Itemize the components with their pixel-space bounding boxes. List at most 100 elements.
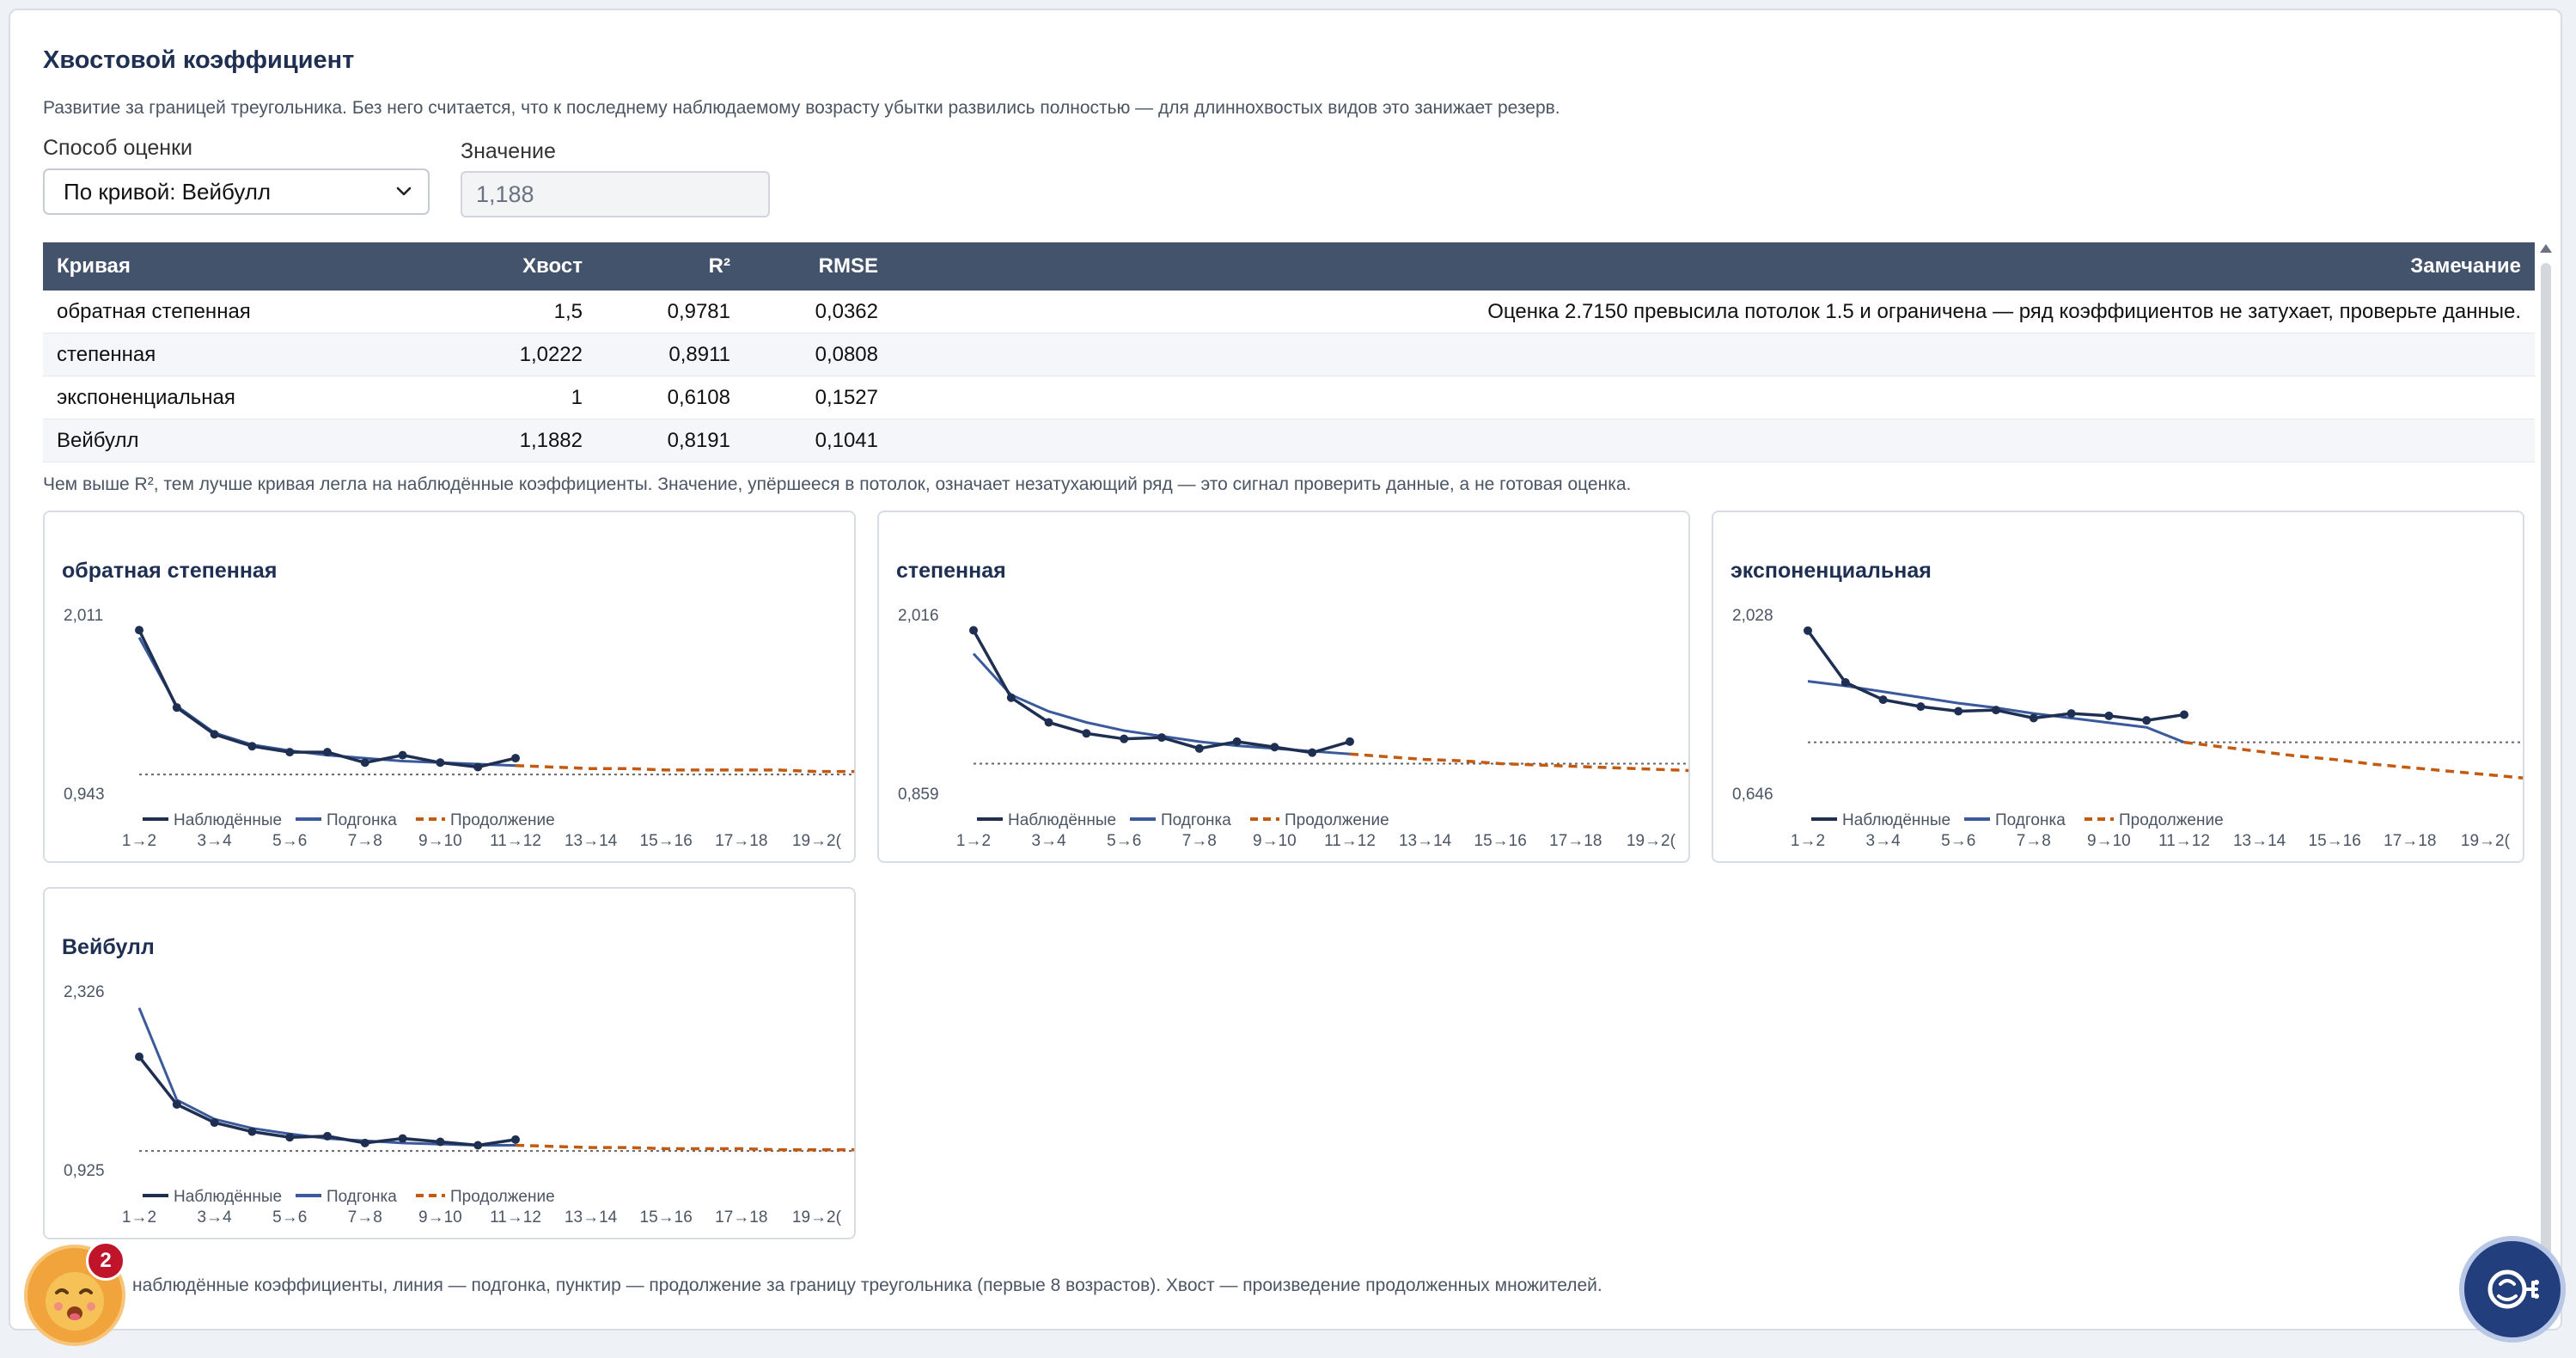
x-tick-label: 5→6 xyxy=(1107,832,1141,850)
legend-fit: Подгонка xyxy=(1995,811,2066,829)
chart-svg: экспоненциальная 2,028 0,646 Наблюдённые Под… xyxy=(1731,559,2524,850)
y-tick-label-max: 2,028 xyxy=(1732,607,1773,625)
x-tick-label: 5→6 xyxy=(1941,832,1975,850)
method-label: Способ оценки xyxy=(43,136,192,160)
x-tick-label: 17→18 xyxy=(2384,832,2436,850)
scroll-up-arrow-icon[interactable] xyxy=(2538,241,2554,256)
observed-point xyxy=(172,1099,181,1109)
legend-extension: Продолжение xyxy=(450,1188,555,1206)
x-tick-label: 19→2( xyxy=(792,832,842,850)
cell-tail: 1,1882 xyxy=(423,419,596,462)
x-tick-label: 15→16 xyxy=(640,1208,693,1226)
observed-point xyxy=(473,762,483,772)
x-tick-label: 9→10 xyxy=(1253,832,1297,850)
chart-title: степенная xyxy=(896,559,1006,583)
table-row: степенная 1,0222 0,8911 0,0808 xyxy=(43,333,2535,376)
tail-value-field[interactable]: 1,188 xyxy=(461,171,770,217)
chart-card-exponential: экспоненциальная 2,028 0,646 Наблюдённые Под… xyxy=(1712,511,2524,863)
x-tick-label: 1→2 xyxy=(956,832,991,850)
chart-title: обратная степенная xyxy=(62,559,277,583)
extension-line xyxy=(515,763,855,774)
x-tick-label: 1→2 xyxy=(1791,832,1825,850)
x-tick-label: 3→4 xyxy=(1032,832,1067,850)
observed-point xyxy=(247,1127,257,1136)
x-tick-label: 9→10 xyxy=(418,1208,462,1226)
observed-point xyxy=(2142,716,2152,725)
tail-value: 1,188 xyxy=(476,180,534,207)
observed-point xyxy=(436,1137,445,1147)
cell-r2: 0,6108 xyxy=(596,376,744,419)
observed-point xyxy=(1916,702,1926,712)
scrollbar-thumb[interactable] xyxy=(2541,263,2551,1329)
chart-svg: обратная степенная 2,011 0,943 Наблюдённые П… xyxy=(62,559,855,850)
extension-line xyxy=(2183,740,2524,780)
legend-fit: Подгонка xyxy=(327,811,397,829)
legend-observed: Наблюдённые xyxy=(174,1188,282,1206)
cell-curve: степенная xyxy=(43,333,423,376)
observed-point xyxy=(398,1134,407,1143)
x-tick-label: 17→18 xyxy=(715,832,767,850)
legend-extension: Продолжение xyxy=(1285,811,1389,829)
observed-point xyxy=(323,748,332,757)
table-header-row: Кривая Хвост R² RMSE Замечание xyxy=(43,242,2535,291)
x-tick-label: 11→12 xyxy=(1324,832,1376,850)
observed-point xyxy=(436,758,445,768)
y-tick-label-min: 0,646 xyxy=(1732,786,1773,804)
x-tick-label: 15→16 xyxy=(1474,832,1527,850)
x-tick-label: 1→2 xyxy=(122,832,156,850)
page-title: Хвостовой коэффициент xyxy=(43,46,355,74)
chart-title: Вейбулл xyxy=(62,935,155,959)
method-select-value: По кривой: Вейбулл xyxy=(64,178,272,205)
smiley-avatar-icon xyxy=(46,1272,104,1330)
x-tick-label: 13→14 xyxy=(565,832,618,850)
notification-badge[interactable]: 2 xyxy=(86,1241,125,1281)
cell-note xyxy=(892,376,2535,419)
method-select[interactable]: По кривой: Вейбулл xyxy=(43,168,430,215)
legend-observed: Наблюдённые xyxy=(1842,811,1950,829)
chart-legend: Наблюдённые Подгонка Продолжение xyxy=(143,811,555,829)
page-description: Развитие за границей треугольника. Без н… xyxy=(43,98,1560,118)
x-tick-label: 19→2( xyxy=(1627,832,1676,850)
observed-point xyxy=(247,742,257,751)
observed-point xyxy=(172,703,181,713)
table-row: обратная степенная 1,5 0,9781 0,0362 Оце… xyxy=(43,291,2535,333)
tail-factor-panel: Хвостовой коэффициент Развитие за границ… xyxy=(9,9,2562,1330)
x-tick-label: 13→14 xyxy=(565,1208,618,1226)
observed-point xyxy=(360,1138,369,1147)
cell-tail: 1,5 xyxy=(423,291,596,333)
observed-point xyxy=(323,1131,332,1141)
fit-line xyxy=(137,1007,516,1147)
x-tick-label: 9→10 xyxy=(2087,832,2131,850)
observed-point xyxy=(360,758,369,768)
x-tick-label: 17→18 xyxy=(715,1208,767,1226)
observed-point xyxy=(2104,711,2114,720)
chart-title: экспоненциальная xyxy=(1731,559,1932,583)
observed-point xyxy=(1082,729,1091,738)
observed-point xyxy=(1992,706,2000,715)
observed-point xyxy=(1270,743,1279,752)
header-rmse: RMSE xyxy=(818,254,878,278)
observed-point xyxy=(1878,695,1888,705)
x-tick-label: 19→2( xyxy=(792,1208,842,1226)
assistant-button[interactable] xyxy=(2459,1236,2566,1343)
observed-point xyxy=(1232,737,1242,746)
chart-svg: степенная 2,016 0,859 Наблюдённые Подгонка Пр… xyxy=(896,559,1689,850)
cell-rmse: 0,1041 xyxy=(744,419,892,462)
extension-line xyxy=(1349,752,1689,773)
cell-curve: обратная степенная xyxy=(43,291,423,333)
cell-note xyxy=(892,419,2535,462)
observed-point xyxy=(1044,718,1053,727)
legend-observed: Наблюдённые xyxy=(1008,811,1116,829)
fit-line xyxy=(137,637,516,768)
chart-card-inverse-power: обратная степенная 2,011 0,943 Наблюдённые П… xyxy=(43,511,856,863)
scrollbar[interactable] xyxy=(2538,241,2554,1337)
chart-card-weibull: Вейбулл 2,326 0,925 Наблюдённые Подгонка Прод… xyxy=(43,887,856,1239)
user-avatar-button[interactable] xyxy=(24,1245,125,1346)
x-tick-label: 13→14 xyxy=(1399,832,1452,850)
observed-point xyxy=(1346,737,1354,746)
observed-line xyxy=(137,629,516,769)
x-tick-label: 11→12 xyxy=(490,1208,541,1226)
header-curve: Кривая xyxy=(57,254,131,278)
x-tick-label: 15→16 xyxy=(640,832,693,850)
x-tick-label: 5→6 xyxy=(272,832,307,850)
